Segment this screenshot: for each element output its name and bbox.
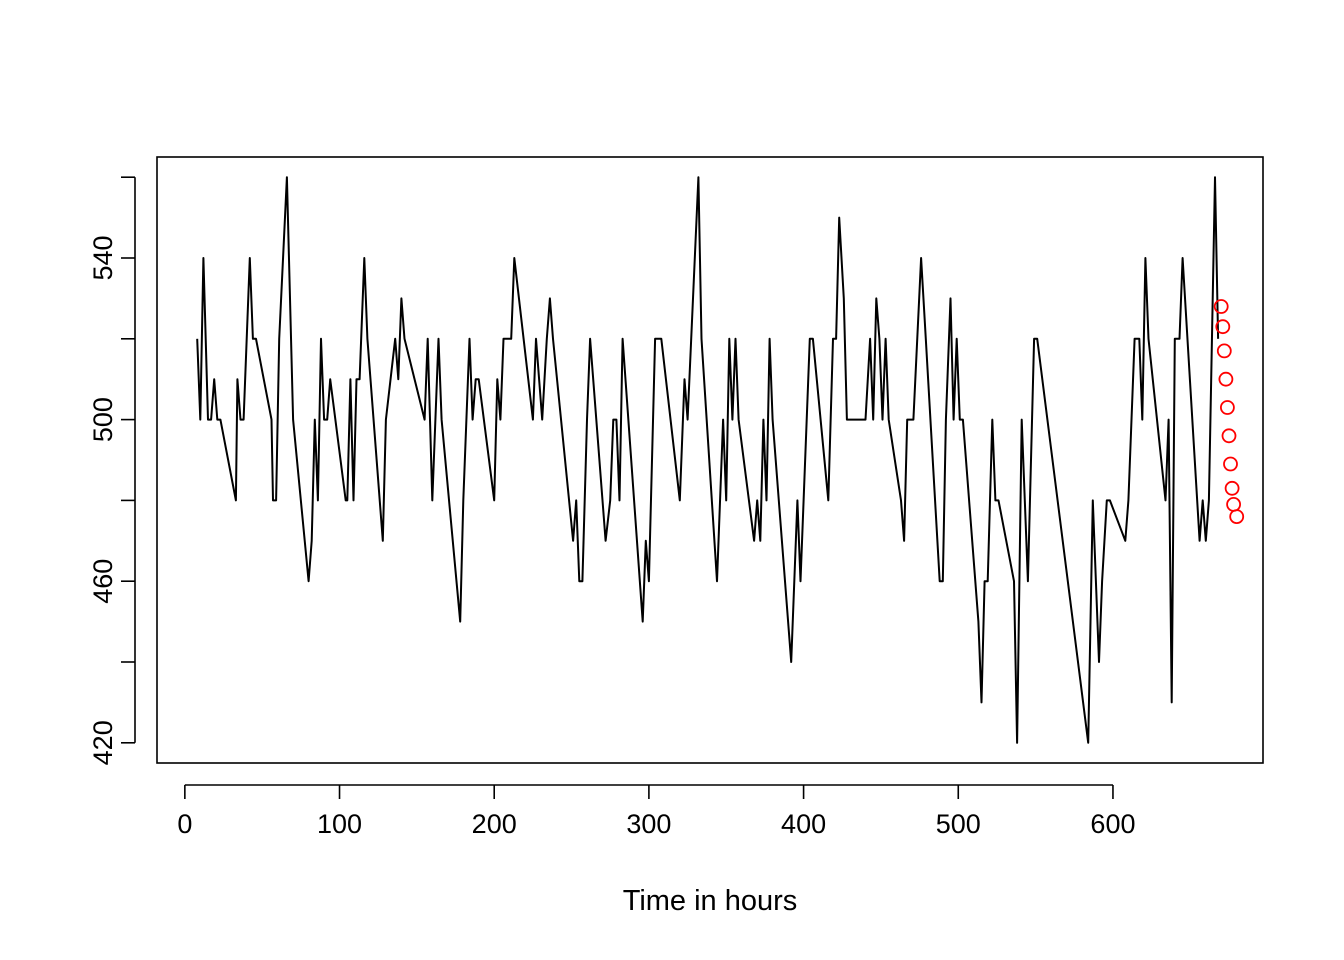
forecast-point <box>1218 371 1234 387</box>
x-axis: 0 100 200 300 400 500 600 <box>177 784 1135 839</box>
series-line <box>196 176 1220 744</box>
x-tick-label: 600 <box>1090 809 1135 839</box>
forecast-point <box>1224 480 1240 496</box>
x-tick-label: 400 <box>781 809 826 839</box>
y-tick-label: 540 <box>88 235 118 280</box>
x-tick-label: 300 <box>626 809 671 839</box>
forecast-point <box>1229 509 1245 524</box>
x-tick-label: 500 <box>936 809 981 839</box>
y-tick-label: 460 <box>88 559 118 604</box>
forecast-point <box>1220 400 1235 415</box>
forecast-point <box>1213 299 1229 314</box>
y-tick-label: 500 <box>88 397 118 442</box>
x-axis-title: Time in hours <box>623 885 798 917</box>
plot-frame <box>156 156 1264 764</box>
x-tick-label: 0 <box>177 809 192 839</box>
y-tick-label: 420 <box>88 720 118 765</box>
forecast-point <box>1221 428 1237 444</box>
forecast-point <box>1216 343 1232 359</box>
forecast-point <box>1223 456 1238 472</box>
x-tick-label: 200 <box>472 809 517 839</box>
x-tick-label: 100 <box>317 809 362 839</box>
plot-area <box>196 176 1245 744</box>
forecast-point <box>1215 319 1231 335</box>
y-axis: 420 460 500 540 <box>88 176 136 765</box>
